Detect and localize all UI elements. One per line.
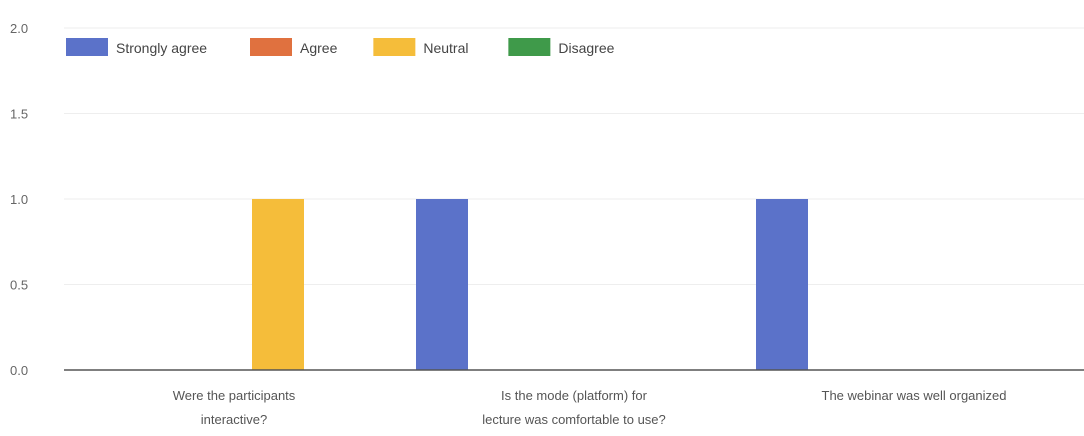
legend-label: Neutral <box>423 40 468 56</box>
bar-neutral-0 <box>252 199 304 370</box>
axis-layer: 0.0 0.5 1.0 1.5 2.0 Were the participants inte… <box>10 21 1084 427</box>
legend-label: Strongly agree <box>116 40 207 56</box>
legend-swatch-neutral <box>373 38 416 56</box>
y-tick-label: 1.5 <box>10 107 28 122</box>
y-tick-label: 0.5 <box>10 278 28 293</box>
y-tick-label: 2.0 <box>10 21 28 36</box>
x-tick-label: The webinar was well organized <box>822 388 1007 403</box>
legend: Strongly agree Agree Neutral Disagree <box>66 38 615 56</box>
legend-label: Disagree <box>558 40 614 56</box>
x-tick-label: lecture was comfortable to use? <box>482 412 666 427</box>
bars-layer <box>252 199 808 370</box>
x-tick-label: Is the mode (platform) for <box>501 388 648 403</box>
y-tick-label: 0.0 <box>10 363 28 378</box>
legend-swatch-strongly-agree <box>66 38 108 56</box>
x-tick-label: interactive? <box>201 412 267 427</box>
bar-strongly-agree-2 <box>756 199 808 370</box>
x-tick-label: Were the participants <box>173 388 296 403</box>
y-tick-label: 1.0 <box>10 192 28 207</box>
legend-swatch-agree <box>250 38 292 56</box>
bar-strongly-agree-1 <box>416 199 468 370</box>
grid-layer <box>64 27 1084 285</box>
legend-label: Agree <box>300 40 338 56</box>
legend-swatch-disagree <box>508 38 551 56</box>
